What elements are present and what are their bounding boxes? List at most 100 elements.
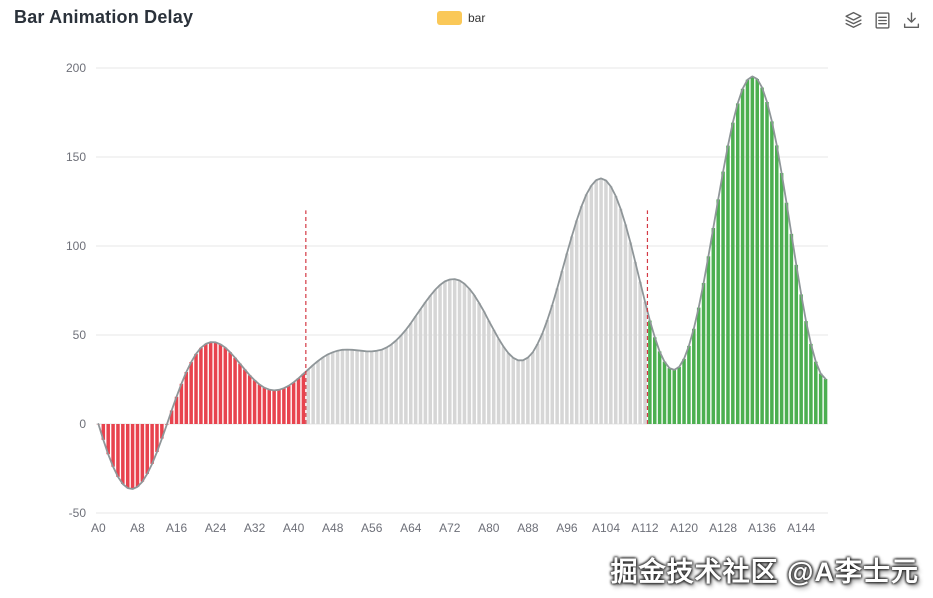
bar[interactable] xyxy=(311,364,315,424)
bar[interactable] xyxy=(394,340,398,424)
bar[interactable] xyxy=(423,302,428,424)
bar[interactable] xyxy=(506,353,511,424)
bar[interactable] xyxy=(360,350,364,424)
bar[interactable] xyxy=(121,424,125,484)
bar[interactable] xyxy=(355,350,359,424)
bar[interactable] xyxy=(218,344,223,424)
bar[interactable] xyxy=(296,378,301,424)
bar[interactable] xyxy=(384,347,389,424)
bar[interactable] xyxy=(677,366,681,424)
bar[interactable] xyxy=(579,206,584,424)
bar[interactable] xyxy=(706,256,711,424)
bar[interactable] xyxy=(716,199,720,424)
bar[interactable] xyxy=(609,186,613,424)
bar[interactable] xyxy=(443,281,447,424)
bar[interactable] xyxy=(335,350,340,424)
bar[interactable] xyxy=(150,424,154,464)
bar[interactable] xyxy=(818,373,823,424)
bar[interactable] xyxy=(111,424,115,467)
bar[interactable] xyxy=(282,388,286,424)
bar[interactable] xyxy=(565,253,569,424)
bar[interactable] xyxy=(633,261,637,424)
bar[interactable] xyxy=(511,357,515,424)
bar[interactable] xyxy=(701,283,706,424)
bar[interactable] xyxy=(487,320,491,424)
bar[interactable] xyxy=(540,333,545,424)
bar[interactable] xyxy=(243,369,247,424)
bar[interactable] xyxy=(155,424,159,452)
bar[interactable] xyxy=(477,302,481,424)
bar[interactable] xyxy=(623,224,628,424)
bar[interactable] xyxy=(750,76,755,425)
bar[interactable] xyxy=(516,360,520,424)
bar[interactable] xyxy=(199,347,203,424)
bar[interactable] xyxy=(789,233,794,424)
bar[interactable] xyxy=(823,378,828,424)
bar[interactable] xyxy=(228,352,232,424)
save-image-icon[interactable] xyxy=(902,11,921,30)
bar[interactable] xyxy=(238,363,242,424)
bar[interactable] xyxy=(809,343,813,424)
bar[interactable] xyxy=(638,281,642,424)
bar[interactable] xyxy=(696,307,701,424)
bar[interactable] xyxy=(584,194,589,424)
bar[interactable] xyxy=(755,79,759,424)
bar[interactable] xyxy=(428,295,433,424)
bar[interactable] xyxy=(135,424,140,487)
bar[interactable] xyxy=(204,343,208,424)
bar-series[interactable] xyxy=(96,76,828,489)
bar[interactable] xyxy=(560,271,564,424)
bar[interactable] xyxy=(448,279,452,424)
stack-toggle-icon[interactable] xyxy=(844,11,863,30)
bar[interactable] xyxy=(482,311,486,425)
bar[interactable] xyxy=(409,323,413,424)
bar[interactable] xyxy=(628,242,633,424)
bar[interactable] xyxy=(208,342,213,424)
bar[interactable] xyxy=(692,328,696,424)
bar[interactable] xyxy=(745,79,750,424)
bar[interactable] xyxy=(814,361,818,424)
bar[interactable] xyxy=(765,102,769,424)
bar[interactable] xyxy=(404,329,408,424)
bar[interactable] xyxy=(550,304,555,424)
bar[interactable] xyxy=(389,344,393,424)
bar[interactable] xyxy=(599,178,603,424)
bar[interactable] xyxy=(116,424,120,477)
bar[interactable] xyxy=(213,342,218,424)
bar[interactable] xyxy=(794,264,799,424)
bar[interactable] xyxy=(467,288,472,424)
bar[interactable] xyxy=(306,369,311,424)
bar[interactable] xyxy=(179,383,184,424)
bar[interactable] xyxy=(604,180,608,425)
bar[interactable] xyxy=(735,103,740,425)
bar[interactable] xyxy=(374,350,379,424)
bar[interactable] xyxy=(130,424,135,489)
bar[interactable] xyxy=(662,361,667,424)
bar[interactable] xyxy=(589,185,594,424)
bar[interactable] xyxy=(535,343,540,424)
bar[interactable] xyxy=(799,294,803,424)
bar[interactable] xyxy=(643,301,647,424)
bar[interactable] xyxy=(457,280,462,424)
data-view-icon[interactable] xyxy=(873,11,892,30)
bar[interactable] xyxy=(784,202,789,424)
bar[interactable] xyxy=(496,338,501,424)
bar[interactable] xyxy=(330,352,335,424)
bar[interactable] xyxy=(291,382,296,424)
bar[interactable] xyxy=(277,389,281,424)
bar[interactable] xyxy=(174,396,179,424)
bar[interactable] xyxy=(247,375,252,424)
bar[interactable] xyxy=(145,424,149,474)
bar[interactable] xyxy=(418,309,423,424)
bar[interactable] xyxy=(770,121,774,425)
bar[interactable] xyxy=(682,358,686,424)
bar[interactable] xyxy=(804,321,808,424)
bar[interactable] xyxy=(365,351,369,424)
bar[interactable] xyxy=(711,228,716,424)
bar[interactable] xyxy=(462,283,467,424)
bar[interactable] xyxy=(760,87,764,424)
bar[interactable] xyxy=(379,349,384,424)
bar[interactable] xyxy=(574,220,579,424)
bar[interactable] xyxy=(775,145,779,424)
